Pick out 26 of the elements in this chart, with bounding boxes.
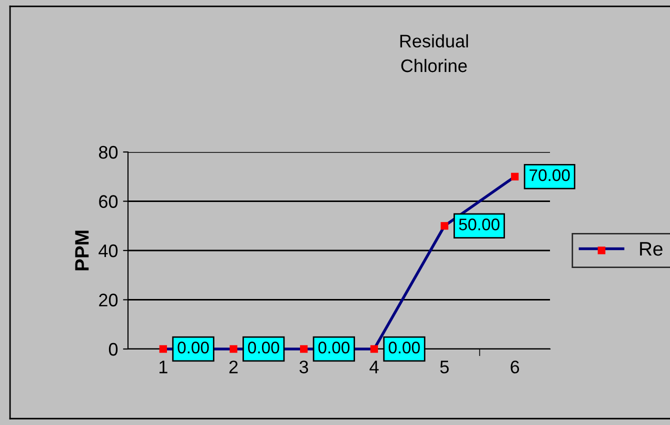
data-label: 50.00 [459, 218, 500, 230]
data-label: 70.00 [530, 169, 570, 182]
point [230, 345, 238, 353]
point [159, 345, 167, 353]
point [370, 345, 378, 353]
data-label: 0.00 [388, 342, 420, 354]
y-tick-label: 0 [108, 342, 118, 356]
y-axis-title: PPM [75, 230, 89, 270]
x-tick-label: 6 [510, 360, 520, 374]
point [440, 222, 448, 230]
x-tick-label: 2 [229, 360, 238, 374]
x-tick-label: 5 [440, 360, 449, 374]
y-tick-label: 80 [98, 146, 118, 159]
point [511, 172, 519, 180]
data-label: 0.00 [178, 342, 209, 354]
data-label: 0.00 [248, 342, 280, 354]
data-label: 0.00 [318, 342, 350, 354]
point [300, 345, 308, 353]
y-tick-label: 60 [99, 195, 118, 208]
x-tick-label: 4 [370, 360, 379, 374]
x-tick-label: 3 [300, 360, 308, 374]
legend-label: Re [640, 242, 662, 256]
chart-title: Residual Chlorine [400, 34, 468, 72]
y-tick-label: 40 [98, 244, 118, 258]
x-tick-label: 1 [160, 360, 168, 374]
y-tick-label: 20 [99, 294, 118, 306]
